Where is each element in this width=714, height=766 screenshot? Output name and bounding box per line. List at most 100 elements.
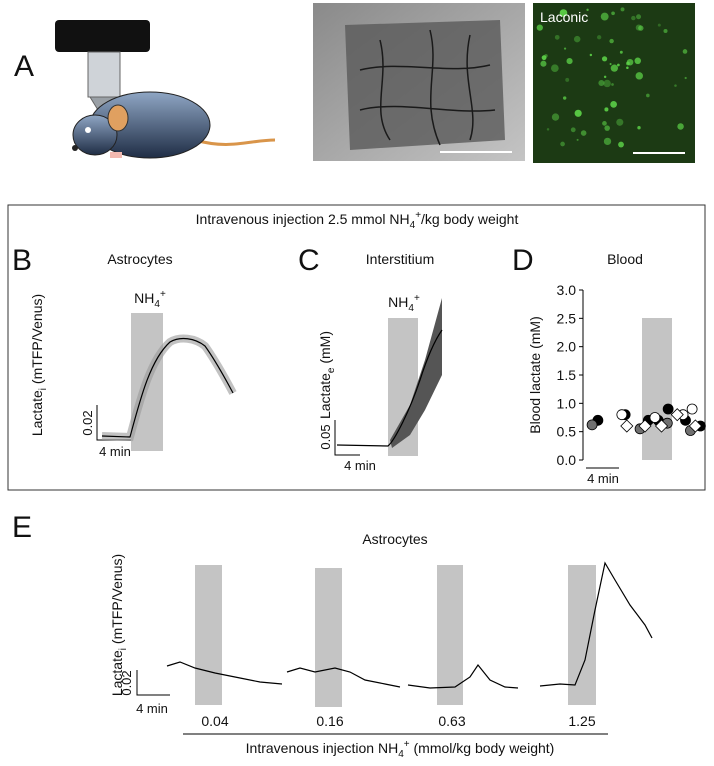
stim-label: NH4+ — [134, 289, 166, 310]
cell — [635, 24, 642, 31]
dose-label: 0.04 — [201, 713, 228, 729]
cell — [674, 84, 677, 87]
cell — [574, 109, 582, 117]
scale-bar — [334, 420, 360, 456]
dose-label: 0.16 — [316, 713, 343, 729]
cell — [536, 24, 543, 31]
cell — [560, 141, 565, 147]
trace — [336, 329, 443, 447]
cell — [559, 9, 568, 17]
scale-label: 0.02 — [80, 410, 95, 435]
cell — [619, 50, 623, 54]
data-point — [638, 419, 652, 433]
panel-label: C — [298, 244, 320, 277]
cell — [620, 7, 625, 12]
mouse-illustration — [55, 20, 276, 159]
data-point — [654, 419, 669, 433]
y-axis-label: Lactatee (mM) — [317, 331, 337, 419]
trace-error — [101, 334, 237, 442]
image-label: Laconic — [540, 9, 588, 25]
scale-label: 4 min — [344, 458, 376, 473]
traces — [166, 561, 653, 689]
cell — [603, 75, 607, 79]
data-point — [586, 419, 598, 431]
stim-bar — [195, 565, 222, 705]
cell — [609, 38, 614, 44]
cell — [657, 23, 661, 27]
cell — [576, 138, 579, 141]
y-axis-label: Blood lactate (mM) — [527, 316, 543, 433]
cell — [616, 118, 624, 126]
trace-error — [390, 298, 442, 448]
dose-label: 1.25 — [568, 713, 595, 729]
scale-label: 0.02 — [119, 670, 134, 695]
y-tick-label: 1.0 — [557, 395, 577, 411]
panel-label: B — [12, 244, 32, 277]
panel-title: Astrocytes — [107, 251, 172, 267]
cell — [600, 12, 609, 21]
cell — [596, 35, 602, 40]
cell — [610, 101, 617, 108]
panel-label: D — [512, 244, 534, 277]
data-point — [670, 408, 684, 422]
panel-label: A — [14, 50, 34, 83]
panel-frame — [7, 204, 706, 491]
chart-title: Blood — [607, 251, 643, 267]
cell — [631, 15, 636, 21]
cell — [580, 130, 587, 136]
cell — [604, 107, 609, 112]
box-title: Intravenous injection 2.5 mmol NH4+/kg b… — [196, 210, 519, 231]
scale-label: 4 min — [587, 471, 619, 486]
cell — [604, 125, 610, 131]
scale-label: 0.05 — [318, 424, 333, 449]
cell — [589, 53, 593, 57]
data-point — [688, 419, 702, 433]
cell — [603, 79, 611, 88]
laconic-image — [533, 3, 695, 163]
cell — [601, 56, 608, 62]
dose-label: 0.63 — [438, 713, 465, 729]
x-axis-label: Intravenous injection NH4+ (mmol/kg body… — [246, 739, 555, 760]
cell — [550, 64, 559, 73]
cell — [546, 128, 550, 131]
cell — [634, 57, 642, 65]
cell — [586, 8, 589, 12]
cell — [611, 83, 614, 86]
cell — [626, 58, 634, 66]
panel-title: Interstitium — [366, 251, 434, 267]
cell — [663, 28, 668, 34]
cell — [626, 66, 629, 70]
y-axis-label: Lactatei (mTFP/Venus) — [109, 554, 129, 696]
cell — [637, 126, 641, 130]
cell — [635, 72, 643, 80]
y-tick-label: 3.0 — [557, 282, 577, 298]
scale-label: 4 min — [136, 701, 168, 716]
cell — [554, 34, 560, 40]
cell — [609, 63, 612, 66]
cell — [566, 58, 573, 65]
stim-bar — [642, 318, 672, 460]
data-point — [616, 409, 628, 421]
cell — [646, 93, 650, 98]
cell — [570, 127, 576, 133]
y-axis-label: Lactatei (mTFP/Venus) — [29, 294, 49, 436]
cell — [638, 25, 644, 31]
y-tick-label: 2.0 — [557, 339, 577, 355]
data-point — [686, 403, 698, 415]
data-point — [649, 412, 661, 423]
panel-title: Astrocytes — [362, 531, 427, 547]
cell — [561, 9, 564, 13]
y-tick-label: 0.5 — [557, 424, 577, 440]
cell — [540, 60, 547, 67]
cell — [618, 141, 624, 148]
data-point — [662, 403, 674, 415]
stim-bar — [568, 565, 596, 705]
cell — [636, 14, 642, 20]
trace — [101, 337, 234, 438]
scale-label: 4 min — [99, 444, 131, 459]
cell — [610, 64, 618, 72]
y-tick-label: 2.5 — [557, 310, 577, 326]
cell — [551, 113, 560, 121]
cell — [677, 123, 684, 130]
